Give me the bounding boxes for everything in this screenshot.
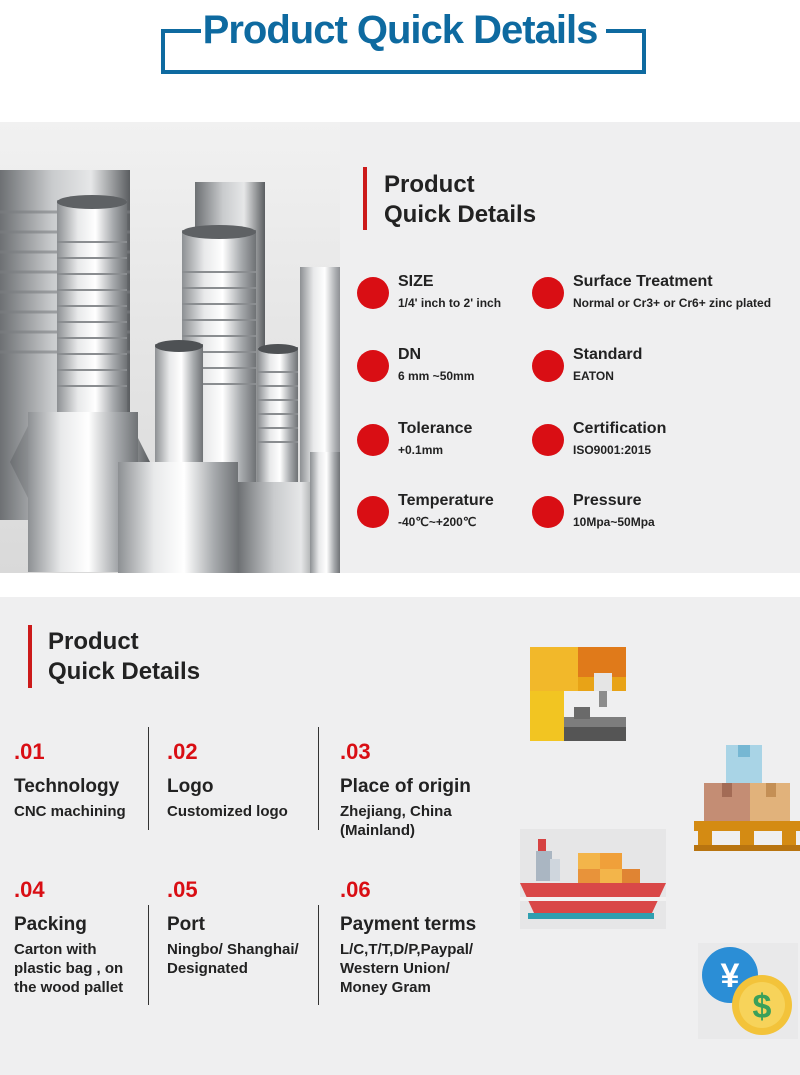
bullet-dot-icon	[357, 496, 389, 528]
cnc-machine-icon	[530, 643, 626, 748]
section-title-accent	[28, 625, 32, 688]
detail-number: .05	[167, 877, 198, 902]
detail-label: Packing	[14, 914, 87, 935]
divider	[148, 727, 149, 830]
detail-label: Payment terms	[340, 914, 477, 935]
bullet-dot-icon	[357, 350, 389, 382]
spec-value: 1/4' inch to 2' inch	[398, 296, 502, 310]
bullet-dot-icon	[532, 350, 564, 382]
spec-label: Temperature	[398, 492, 494, 509]
detail-number: .02	[167, 739, 198, 764]
detail-number: .06	[340, 877, 371, 902]
detail-value: Customized logo	[167, 803, 288, 820]
spec-label: Standard	[573, 346, 643, 363]
detail-value: Carton with plastic bag , on the wood pa…	[14, 941, 124, 996]
spec-label: DN	[398, 346, 422, 363]
detail-value: L/C,T/T,D/P,Paypal/ Western Union/ Money…	[340, 941, 474, 996]
svg-text:$: $	[753, 988, 772, 1026]
section-title: Product Quick Details	[48, 627, 200, 687]
page-header: Product Quick Details	[0, 0, 800, 122]
bullet-dot-icon	[532, 496, 564, 528]
pallet-boxes-icon	[694, 741, 800, 856]
spec-value: -40℃~+200℃	[398, 515, 477, 529]
spec-label: Tolerance	[398, 420, 473, 437]
section-title: Product Quick Details	[384, 170, 536, 230]
divider	[318, 905, 319, 1005]
divider	[148, 905, 149, 1005]
detail-number: .01	[14, 739, 45, 764]
detail-value: Zhejiang, China (Mainland)	[340, 803, 452, 839]
section-title-line2: Quick Details	[48, 658, 201, 685]
section-title-line2: Quick Details	[384, 201, 537, 228]
currency-coins-icon: ¥ $	[698, 943, 798, 1044]
section-title-line1: Product	[384, 171, 475, 198]
spec-value: 10Mpa~50Mpa	[573, 515, 655, 529]
section-title-line1: Product	[48, 628, 139, 655]
spec-value: 6 mm ~50mm	[398, 369, 475, 383]
page-title: Product Quick Details	[202, 8, 599, 52]
spec-label: Surface Treatment	[573, 273, 713, 290]
cargo-ship-icon	[520, 829, 666, 934]
detail-label: Port	[167, 914, 205, 935]
detail-value: CNC machining	[14, 803, 126, 820]
bullet-dot-icon	[357, 277, 389, 309]
specs-section: Product Quick Details SIZE 1/4' inch to …	[0, 122, 800, 573]
spec-value: EATON	[573, 369, 614, 383]
section-title-accent	[363, 167, 367, 230]
header-frame	[161, 29, 646, 74]
bullet-dot-icon	[532, 424, 564, 456]
product-photo	[0, 122, 340, 573]
details-section: Product Quick Details .01 Technology CNC…	[0, 597, 800, 1075]
detail-number: .03	[340, 739, 371, 764]
spec-value: ISO9001:2015	[573, 443, 652, 457]
spec-label: SIZE	[398, 273, 434, 290]
spec-value: +0.1mm	[398, 443, 444, 457]
detail-label: Place of origin	[340, 776, 471, 797]
detail-number: .04	[14, 877, 45, 902]
detail-label: Technology	[14, 776, 120, 797]
bullet-dot-icon	[357, 424, 389, 456]
spec-label: Pressure	[573, 492, 642, 509]
detail-label: Logo	[167, 776, 214, 797]
divider	[318, 727, 319, 830]
svg-text:¥: ¥	[721, 957, 740, 995]
spec-value: Normal or Cr3+ or Cr6+ zinc plated	[573, 296, 772, 310]
bullet-dot-icon	[532, 277, 564, 309]
spec-label: Certification	[573, 420, 667, 437]
detail-value: Ningbo/ Shanghai/ Designated	[167, 941, 299, 977]
